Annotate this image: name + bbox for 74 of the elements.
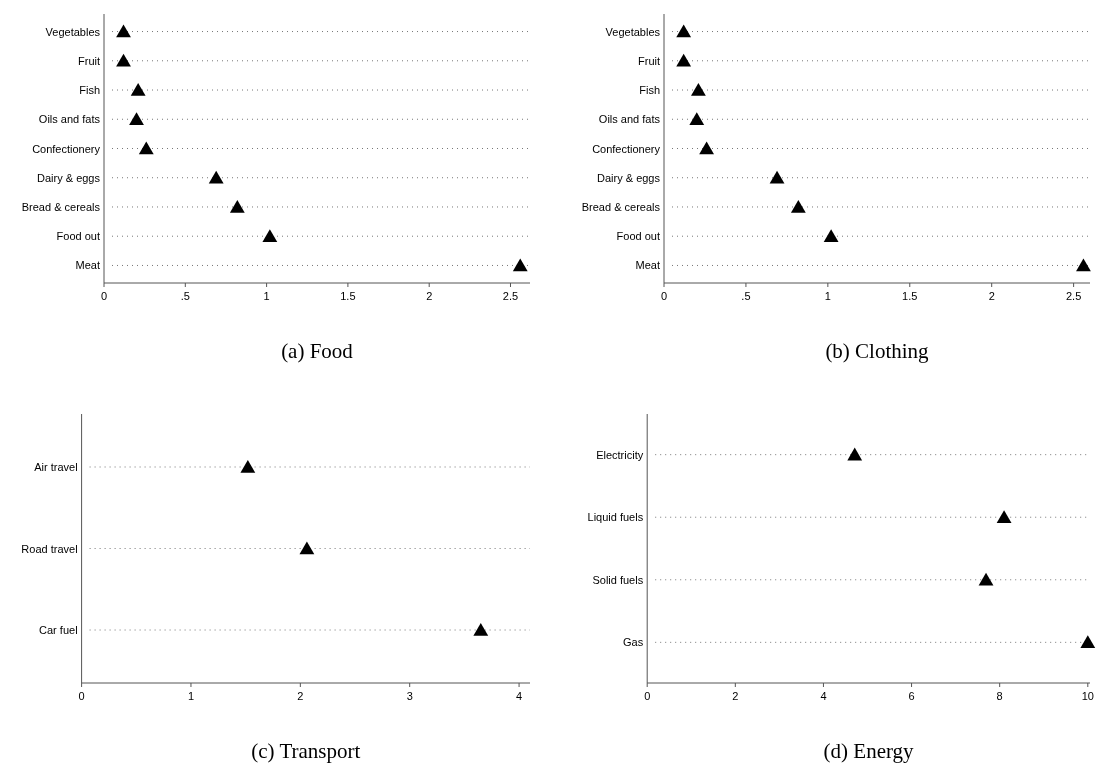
x-tick-label: 1 [187, 690, 195, 702]
y-tick-label: Fish [639, 84, 660, 97]
point [978, 572, 994, 586]
y-tick-label: Oils and fats [598, 113, 661, 126]
y-tick-label: Food out [56, 230, 100, 243]
x-tick-label: 1 [824, 290, 831, 302]
y-tick-label: Meat [635, 259, 660, 272]
x-tick-label: 2 [988, 290, 995, 302]
y-tick-label: Dairy & eggs [37, 171, 101, 184]
x-tick-label: 1.5 [902, 290, 918, 302]
x-tick-label: 6 [908, 690, 915, 702]
x-tick-label: .5 [741, 290, 751, 302]
x-tick-label: 4 [820, 690, 827, 702]
point [130, 82, 146, 96]
x-tick-label: .5 [180, 290, 190, 302]
y-tick-label: Bread & cereals [21, 200, 101, 213]
point [847, 447, 863, 461]
point [116, 53, 131, 67]
x-tick-label: 1.5 [340, 290, 356, 302]
point [676, 24, 692, 38]
text: (c) Transport [251, 739, 361, 763]
point [790, 199, 806, 213]
y-tick-label: Air travel [34, 460, 78, 473]
y-tick-label: Electricity [596, 448, 644, 461]
text: (a) Food [281, 339, 354, 363]
y-tick-label: Solid fuels [592, 573, 644, 586]
point [116, 24, 131, 38]
point [208, 170, 224, 184]
y-tick-label: Car fuel [39, 624, 78, 637]
point [676, 53, 692, 67]
y-tick-label: Confectionery [592, 142, 661, 155]
x-tick-label: 2.5 [502, 290, 519, 302]
x-tick-label: 0 [78, 690, 85, 702]
y-tick-label: Vegetables [45, 25, 101, 38]
point [138, 141, 154, 155]
point [129, 112, 144, 126]
y-tick-label: Fish [79, 84, 100, 97]
y-tick-label: Fruit [78, 54, 100, 67]
y-tick-label: Dairy & eggs [597, 171, 661, 184]
x-tick-label: 2 [732, 690, 739, 702]
text: (d) Energy [823, 739, 915, 763]
y-tick-label: Road travel [21, 542, 78, 555]
y-tick-label: Meat [75, 259, 100, 272]
point [1080, 635, 1096, 649]
x-tick-label: 4 [516, 690, 523, 702]
point [823, 229, 839, 242]
x-tick-label: 1 [263, 290, 270, 302]
x-tick-label: 2.5 [1065, 290, 1082, 302]
y-tick-label: Confectionery [32, 142, 101, 155]
point [1076, 258, 1091, 272]
y-tick-label: Food out [616, 230, 660, 243]
point [512, 258, 528, 272]
x-tick-label: 0 [100, 290, 108, 302]
x-tick-label: 8 [996, 690, 1003, 702]
y-tick-label: Fruit [638, 54, 660, 67]
x-tick-label: 2 [297, 690, 304, 702]
x-tick-label: 0 [660, 290, 668, 302]
point [689, 112, 705, 126]
point [229, 199, 245, 213]
point [699, 141, 715, 155]
x-tick-label: 3 [406, 690, 413, 702]
x-tick-label: 10 [1081, 690, 1094, 702]
point [691, 82, 706, 96]
point [996, 510, 1012, 523]
text: (b) Clothing [825, 339, 930, 363]
point [769, 170, 785, 184]
x-tick-label: 2 [426, 290, 433, 302]
y-tick-label: Vegetables [605, 25, 661, 38]
y-tick-label: Liquid fuels [587, 511, 644, 524]
y-tick-label: Gas [623, 636, 644, 649]
x-tick-label: 0 [644, 690, 651, 702]
y-tick-label: Oils and fats [38, 113, 101, 126]
y-tick-label: Bread & cereals [581, 200, 661, 213]
point [262, 229, 278, 242]
